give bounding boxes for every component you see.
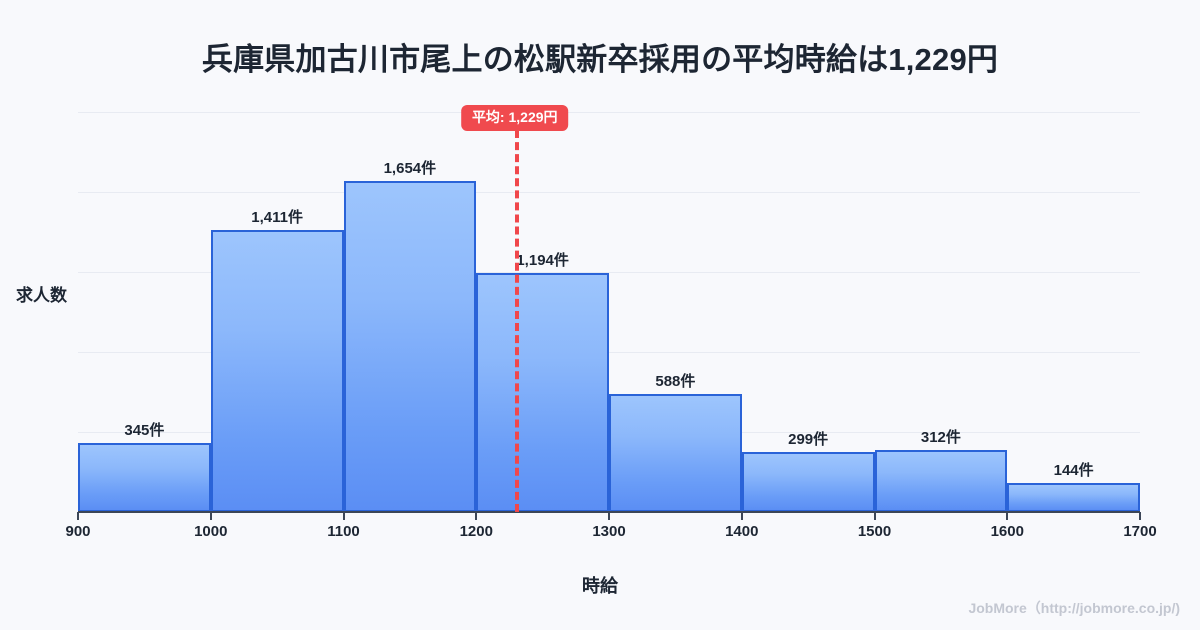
bar-value-label: 1,411件 [251,208,303,226]
x-tick-label: 1100 [327,523,360,540]
x-tick-mark [873,512,876,520]
x-tick-mark [1139,512,1141,520]
bar-value-label: 345件 [124,422,165,440]
histogram-bar[interactable] [1007,483,1140,512]
histogram-bar[interactable] [874,449,1008,512]
gridline [78,352,1140,354]
y-axis-title: 求人数 [16,286,67,305]
histogram-bar[interactable] [741,452,875,512]
x-tick-label: 1000 [194,523,228,540]
x-tick-mark [1006,512,1009,520]
x-tick-mark [342,512,345,520]
x-tick-label: 1300 [592,523,626,540]
bar-value-label: 1,654件 [383,160,437,178]
histogram-bar[interactable] [609,394,742,512]
histogram-bar[interactable] [476,273,609,512]
bar-value-label: 299件 [788,431,829,449]
plot-area [78,99,1140,512]
x-tick-label: 900 [65,523,91,540]
bar-value-label: 588件 [655,373,696,391]
x-tick-mark [740,512,743,520]
x-tick-label: 1700 [1123,523,1157,540]
x-tick-mark [475,512,478,520]
average-line [514,130,519,512]
bar-value-label: 312件 [920,428,961,446]
x-tick-label: 1500 [857,523,892,540]
histogram-bar[interactable] [210,229,344,512]
histogram-bar[interactable] [78,443,211,512]
average-badge: 平均: 1,229円 [460,105,569,131]
gridline [78,192,1140,194]
gridline [78,112,1140,114]
x-tick-mark [77,512,79,520]
footer-credit: JobMore（http://jobmore.co.jp/) [968,600,1180,616]
x-tick-label: 1600 [990,523,1024,540]
bar-value-label: 1,194件 [516,252,569,270]
x-tick-label: 1200 [459,523,493,540]
bar-value-label: 144件 [1053,462,1094,480]
x-tick-label: 1400 [725,523,759,540]
x-tick-mark [209,512,212,520]
x-tick-mark [608,512,610,520]
page-title: 兵庫県加古川市尾上の松駅新卒採用の平均時給は1,229円 [201,42,999,77]
gridline [78,272,1140,274]
histogram-bar[interactable] [343,181,477,512]
x-axis-title: 時給 [582,576,618,596]
